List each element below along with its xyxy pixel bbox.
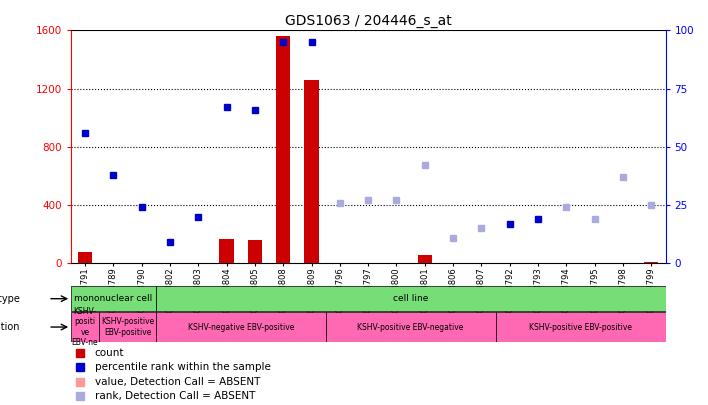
Bar (559, 262, 573, 263)
FancyBboxPatch shape (156, 286, 666, 311)
Text: rank, Detection Call = ABSENT: rank, Detection Call = ABSENT (95, 390, 255, 401)
FancyBboxPatch shape (496, 313, 666, 342)
Bar (531, 262, 545, 263)
Title: GDS1063 / 204446_s_at: GDS1063 / 204446_s_at (285, 14, 452, 28)
Bar (474, 262, 489, 263)
Bar (446, 262, 460, 263)
FancyBboxPatch shape (326, 313, 496, 342)
Bar (333, 262, 347, 263)
Text: count: count (95, 348, 124, 358)
Text: percentile rank within the sample: percentile rank within the sample (95, 362, 270, 373)
Bar (219, 239, 234, 263)
Bar (191, 262, 205, 263)
Bar (503, 262, 517, 263)
FancyBboxPatch shape (99, 313, 156, 342)
Bar (106, 262, 120, 263)
Bar (588, 262, 602, 263)
Text: KSHV-positive EBV-negative: KSHV-positive EBV-negative (358, 322, 464, 332)
Text: KSHV-positive
EBV-positive: KSHV-positive EBV-positive (101, 318, 154, 337)
Bar (163, 262, 177, 263)
Text: KSHV-negative EBV-positive: KSHV-negative EBV-positive (188, 322, 294, 332)
Text: value, Detection Call = ABSENT: value, Detection Call = ABSENT (95, 377, 260, 386)
Text: KSHV-
positi
ve
EBV-ne: KSHV- positi ve EBV-ne (72, 307, 98, 347)
Bar (78, 252, 92, 263)
Text: mononuclear cell: mononuclear cell (74, 294, 152, 303)
Text: infection: infection (0, 322, 20, 332)
FancyBboxPatch shape (71, 286, 156, 311)
Bar (616, 262, 630, 263)
Text: cell line: cell line (393, 294, 428, 303)
Text: cell type: cell type (0, 294, 20, 304)
Bar (418, 254, 432, 263)
Bar (248, 240, 262, 263)
Bar (304, 80, 319, 263)
Bar (135, 262, 149, 263)
Bar (644, 262, 658, 263)
Bar (389, 262, 404, 263)
Bar (276, 36, 290, 263)
Bar (361, 262, 375, 263)
FancyBboxPatch shape (71, 313, 99, 342)
FancyBboxPatch shape (156, 313, 326, 342)
Text: KSHV-positive EBV-positive: KSHV-positive EBV-positive (529, 322, 632, 332)
